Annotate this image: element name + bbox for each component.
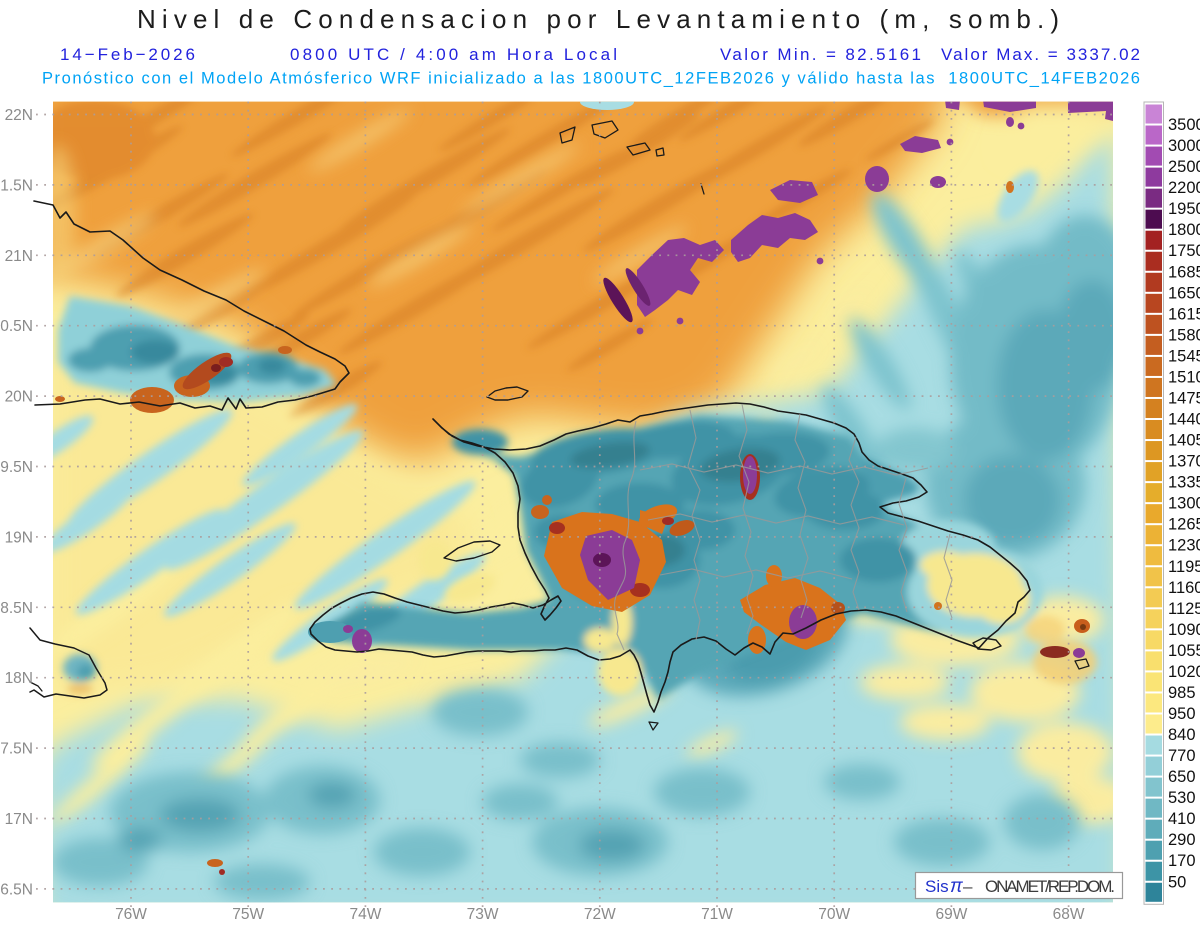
- svg-text:21N: 21N: [5, 248, 33, 265]
- svg-text:Valor Min. = 82.5161: Valor Min. = 82.5161: [720, 45, 921, 64]
- svg-text:290: 290: [1168, 831, 1196, 849]
- svg-text:1510: 1510: [1168, 368, 1200, 386]
- svg-text:7.5N: 7.5N: [0, 741, 33, 758]
- svg-text:1195: 1195: [1168, 558, 1200, 576]
- svg-text:14−Feb−2026: 14−Feb−2026: [60, 45, 195, 64]
- svg-text:650: 650: [1168, 768, 1196, 786]
- svg-text:1545: 1545: [1168, 347, 1200, 365]
- svg-text:68W: 68W: [1053, 906, 1085, 923]
- svg-text:1615: 1615: [1168, 305, 1200, 323]
- svg-text:770: 770: [1168, 747, 1196, 765]
- svg-text:1370: 1370: [1168, 453, 1200, 471]
- svg-text:6.5N: 6.5N: [0, 881, 33, 898]
- svg-text:π: π: [950, 876, 964, 897]
- svg-text:1800: 1800: [1168, 221, 1200, 239]
- svg-text:1335: 1335: [1168, 474, 1200, 492]
- svg-text:Pronóstico con el Modelo Atmós: Pronóstico con el Modelo Atmósferico WRF…: [42, 70, 1140, 88]
- svg-text:1300: 1300: [1168, 495, 1200, 513]
- svg-text:ONAMET/REP.DOM.: ONAMET/REP.DOM.: [985, 877, 1115, 896]
- svg-text:22N: 22N: [5, 107, 33, 124]
- svg-text:1020: 1020: [1168, 663, 1200, 681]
- svg-text:0800 UTC / 4:00 am Hora Local: 0800 UTC / 4:00 am Hora Local: [290, 45, 617, 64]
- svg-text:Valor Max. = 3337.02: Valor Max. = 3337.02: [941, 45, 1140, 64]
- svg-text:3000: 3000: [1168, 137, 1200, 155]
- svg-text:1090: 1090: [1168, 621, 1200, 639]
- svg-text:1055: 1055: [1168, 642, 1200, 660]
- svg-text:170: 170: [1168, 852, 1196, 870]
- svg-text:1950: 1950: [1168, 200, 1200, 218]
- svg-text:1125: 1125: [1168, 600, 1200, 618]
- svg-text:20N: 20N: [5, 389, 33, 406]
- svg-text:Sis: Sis: [925, 877, 949, 896]
- svg-text:69W: 69W: [935, 906, 967, 923]
- svg-text:985: 985: [1168, 684, 1196, 702]
- svg-text:530: 530: [1168, 789, 1196, 807]
- svg-text:72W: 72W: [584, 906, 616, 923]
- svg-text:75W: 75W: [232, 906, 264, 923]
- svg-text:19N: 19N: [5, 529, 33, 546]
- svg-text:50: 50: [1168, 873, 1186, 891]
- svg-text:1580: 1580: [1168, 326, 1200, 344]
- svg-text:1230: 1230: [1168, 537, 1200, 555]
- svg-text:18N: 18N: [5, 670, 33, 687]
- svg-text:1685: 1685: [1168, 263, 1200, 281]
- svg-text:1160: 1160: [1168, 579, 1200, 597]
- svg-text:0.5N: 0.5N: [0, 318, 33, 335]
- svg-text:950: 950: [1168, 705, 1196, 723]
- svg-text:74W: 74W: [349, 906, 381, 923]
- svg-text:1475: 1475: [1168, 389, 1200, 407]
- svg-text:17N: 17N: [5, 811, 33, 828]
- svg-text:1.5N: 1.5N: [0, 177, 33, 194]
- svg-text:1265: 1265: [1168, 516, 1200, 534]
- svg-text:2500: 2500: [1168, 158, 1200, 176]
- svg-text:70W: 70W: [818, 906, 850, 923]
- svg-text:1750: 1750: [1168, 242, 1200, 260]
- svg-text:73W: 73W: [467, 906, 499, 923]
- svg-text:9.5N: 9.5N: [0, 459, 33, 476]
- svg-text:2200: 2200: [1168, 179, 1200, 197]
- svg-text:–: –: [963, 877, 973, 896]
- svg-text:1405: 1405: [1168, 432, 1200, 450]
- svg-text:3500: 3500: [1168, 116, 1200, 134]
- svg-text:1650: 1650: [1168, 284, 1200, 302]
- svg-text:8.5N: 8.5N: [0, 600, 33, 617]
- svg-text:76W: 76W: [115, 906, 147, 923]
- svg-text:840: 840: [1168, 726, 1196, 744]
- svg-text:71W: 71W: [701, 906, 733, 923]
- svg-text:1440: 1440: [1168, 411, 1200, 429]
- svg-text:410: 410: [1168, 810, 1196, 828]
